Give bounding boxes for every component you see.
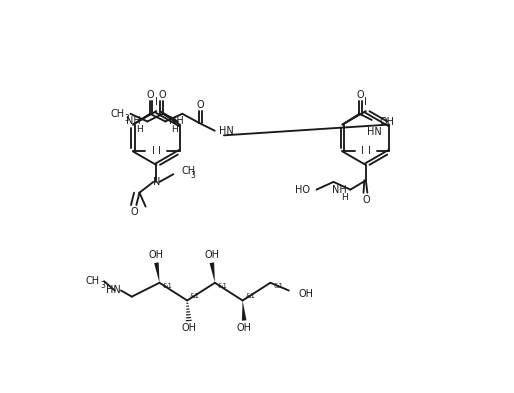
Text: OH: OH: [236, 323, 252, 333]
Text: I: I: [368, 147, 371, 156]
Text: &1: &1: [162, 283, 172, 289]
Text: O: O: [158, 90, 166, 100]
Text: CH: CH: [181, 166, 195, 176]
Text: HN: HN: [366, 127, 381, 137]
Text: OH: OH: [379, 117, 394, 127]
Text: H: H: [341, 193, 348, 202]
Text: OH: OH: [149, 250, 164, 260]
Text: HO: HO: [296, 185, 310, 195]
Text: CH: CH: [85, 276, 99, 286]
Text: OH: OH: [298, 288, 313, 299]
Text: H: H: [171, 125, 177, 134]
Text: I: I: [152, 147, 154, 156]
Polygon shape: [210, 263, 215, 283]
Text: I: I: [155, 97, 158, 107]
Text: O: O: [362, 195, 370, 205]
Text: NH: NH: [332, 185, 346, 195]
Text: 3: 3: [124, 114, 129, 123]
Text: OH: OH: [181, 323, 196, 333]
Text: N: N: [153, 177, 160, 187]
Text: O: O: [147, 90, 155, 100]
Text: HN: HN: [106, 285, 121, 296]
Text: CH: CH: [110, 109, 124, 119]
Text: &1: &1: [245, 293, 255, 299]
Text: 3: 3: [190, 171, 195, 180]
Text: 3: 3: [100, 281, 105, 290]
Text: I: I: [158, 147, 161, 156]
Text: H: H: [136, 125, 143, 134]
Text: NH: NH: [126, 116, 141, 127]
Text: &1: &1: [217, 283, 228, 289]
Text: O: O: [356, 90, 364, 100]
Text: O: O: [130, 207, 138, 217]
Polygon shape: [154, 263, 159, 283]
Text: HN: HN: [218, 126, 233, 136]
Text: I: I: [361, 147, 364, 156]
Text: O: O: [196, 99, 204, 110]
Text: &1: &1: [190, 293, 200, 299]
Polygon shape: [242, 301, 247, 321]
Text: OH: OH: [205, 250, 219, 260]
Text: NH: NH: [169, 116, 184, 127]
Text: I: I: [364, 97, 368, 107]
Text: &1: &1: [273, 283, 283, 289]
